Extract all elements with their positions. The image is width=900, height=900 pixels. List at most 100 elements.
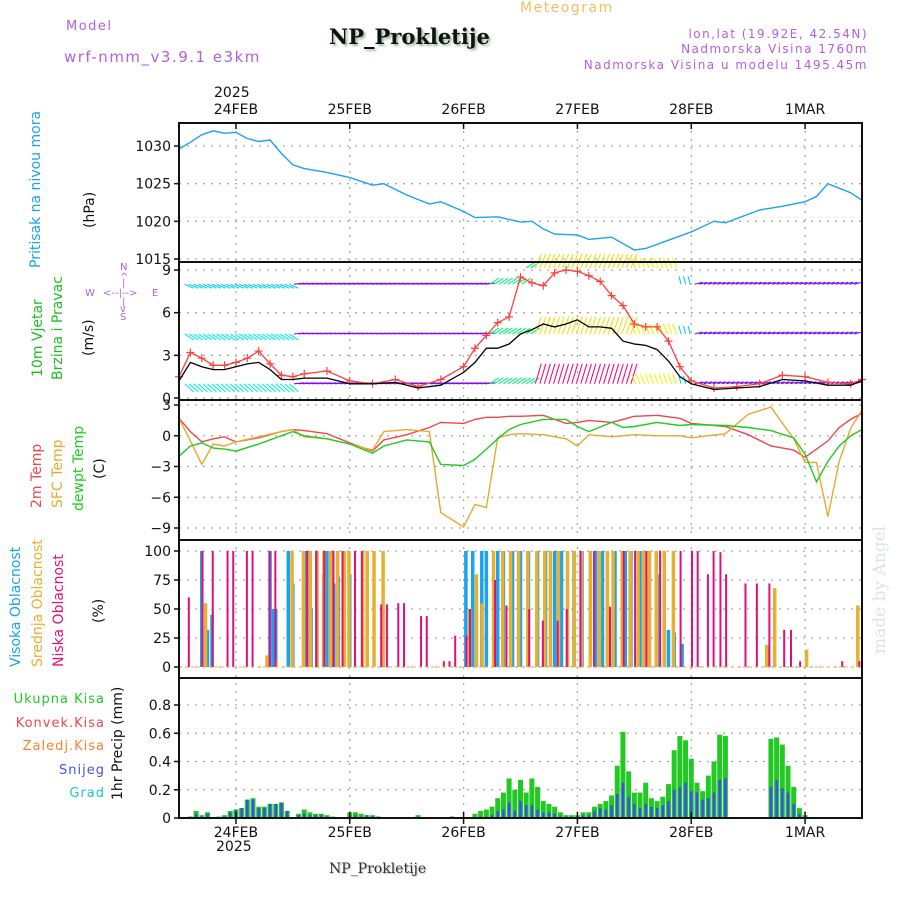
wind-barb-arrow	[188, 333, 199, 341]
wind-barb-arrow	[248, 283, 258, 289]
wind-barb-arrow	[790, 281, 799, 285]
precip-bar-ukupna-kisa	[626, 771, 632, 818]
compass-icon: N ^ | W <--|--> E | v S	[83, 262, 163, 328]
wind-gust-marker	[266, 359, 275, 368]
wind-barb-arrow	[225, 383, 236, 393]
wind-gust-marker	[243, 354, 252, 363]
precip-bar-snijeg	[638, 808, 642, 818]
wind-gust-marker	[732, 382, 741, 391]
wind-barb-arrow	[270, 333, 281, 341]
compass-line-v2: |	[122, 297, 126, 308]
wind-barb-arrow	[612, 363, 620, 384]
wind-barb-arrow	[225, 333, 235, 341]
model-elevation-label: Nadmorska Visina u modelu 1495.45m	[583, 58, 868, 72]
wind-barb-arrow	[687, 276, 691, 285]
cloud-bar	[645, 551, 648, 667]
precip-bar-ukupna-kisa	[472, 813, 478, 818]
cloud-bar	[468, 609, 471, 667]
panel-frame	[178, 399, 863, 541]
cloud-bar	[628, 551, 632, 667]
wind-barb-arrow	[243, 283, 254, 289]
wind-barb-arrow	[835, 331, 844, 335]
precip-bar-snijeg	[542, 812, 545, 818]
wind-barb-arrow	[831, 331, 840, 335]
cloud-bar	[201, 551, 204, 667]
wind-gust-marker	[186, 348, 195, 357]
cloud-bar	[535, 551, 539, 667]
wind-barb-arrow	[667, 373, 673, 384]
cloud-bar	[636, 551, 640, 667]
cloud-bar	[306, 551, 309, 667]
wind-barb-arrow	[193, 383, 204, 393]
wind-barb-arrow	[740, 381, 749, 385]
precip-bar-ukupna-kisa	[643, 782, 649, 818]
cloud-bar	[454, 635, 457, 667]
wind-barb-arrow	[616, 363, 624, 384]
wind-barb-arrow	[229, 333, 240, 341]
wind-barb-arrow	[699, 331, 708, 335]
wind-barb-arrow	[507, 277, 518, 285]
wind-barb-arrow	[216, 283, 226, 289]
wind-barb-arrow	[840, 281, 849, 285]
wind-gust-marker	[653, 322, 662, 331]
model-name: wrf-nmm_v3.9.1 e3km	[64, 48, 261, 66]
data-layer	[175, 130, 866, 818]
wind-barb-arrow	[207, 283, 217, 289]
wind-gust-marker	[550, 268, 559, 277]
y-tick-label: 0.8	[149, 698, 171, 714]
cloud-bar	[755, 583, 758, 667]
precip-bar-snijeg	[690, 791, 693, 818]
wind-barb-arrow	[662, 373, 668, 384]
wind-barb-arrow	[289, 283, 299, 289]
watermark: made by Angel	[870, 525, 890, 654]
cloud-bar	[245, 551, 248, 667]
wind-barb-arrow	[220, 333, 231, 341]
legend-zaledj-kisa: Zaledj.Kisa	[22, 739, 105, 754]
wind-barb-arrow	[248, 383, 258, 393]
wind-barb-arrow	[598, 363, 606, 384]
wind-barb-arrow	[726, 281, 735, 285]
wind-barb-arrow	[257, 333, 267, 341]
wind-barb-arrow	[216, 383, 226, 393]
wind-barb-arrow	[225, 283, 235, 289]
cloud-bar	[448, 661, 451, 667]
cloud-bar	[470, 551, 475, 667]
wind-barb-arrow	[507, 327, 518, 335]
precip-bar-snijeg	[775, 779, 778, 818]
cloud-bar	[572, 551, 577, 667]
cloud-bar	[251, 551, 254, 667]
precip-bar-snijeg	[627, 796, 630, 818]
wind-barb-arrow	[785, 281, 794, 285]
wind-gust-marker	[584, 271, 593, 280]
footer-station: NP_Prokletije	[329, 861, 427, 877]
wind-barb-arrow	[758, 331, 767, 335]
wind-barb-arrow	[835, 281, 844, 285]
precip-bar-snijeg	[365, 815, 369, 818]
cloud-bar	[332, 551, 335, 667]
wind-speed-line	[178, 319, 863, 391]
wind-barb-arrow	[703, 331, 712, 335]
y-tick-label: −6	[150, 490, 171, 506]
wind-barb-arrow	[525, 377, 536, 385]
wind-barb-arrow	[603, 316, 611, 335]
cloud-bar	[858, 661, 861, 667]
y-tick-label: 1015	[135, 252, 171, 268]
wind-gust-marker	[801, 372, 810, 381]
cloud-bar	[286, 551, 291, 667]
wind-barb-arrow	[740, 281, 749, 285]
wind-barb-arrow	[184, 333, 194, 341]
wind-barb-arrow	[234, 333, 245, 341]
precip-bar-snijeg	[502, 809, 505, 818]
precip-bar-snijeg	[672, 789, 676, 818]
wind-barb-arrow	[817, 331, 826, 335]
cloud-bar	[856, 605, 860, 667]
wind-barb-arrow	[252, 283, 263, 289]
wind-gust-marker	[254, 347, 263, 356]
cloud-bar	[706, 574, 709, 667]
wind-barb-arrow	[289, 333, 299, 341]
wind-barb-arrow	[653, 373, 659, 384]
wind-barb-arrow	[694, 331, 703, 335]
wind-barb-arrow	[683, 276, 687, 285]
top-year-label: 2025	[214, 85, 250, 101]
precip-bar-snijeg	[228, 812, 232, 818]
